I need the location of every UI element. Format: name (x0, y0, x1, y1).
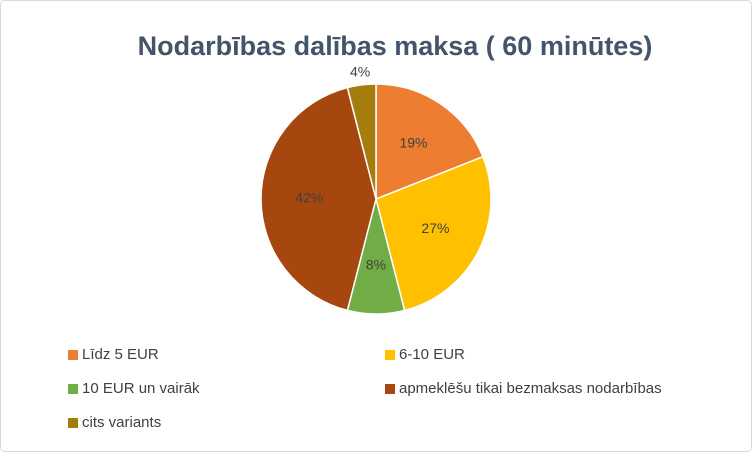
data-label: 8% (366, 256, 386, 272)
pie-slice (375, 155, 492, 312)
legend-swatch (385, 384, 395, 394)
data-label: 19% (399, 135, 427, 151)
legend-label: 6-10 EUR (399, 346, 465, 363)
pie-slice (375, 83, 484, 201)
legend-label: apmeklēšu tikai bezmaksas nodarbības (399, 380, 662, 397)
legend-label: 10 EUR un vairāk (82, 380, 200, 397)
legend-swatch (385, 350, 395, 360)
legend-label: cits variants (82, 414, 161, 431)
data-label: 27% (421, 220, 449, 236)
legend-swatch (68, 350, 78, 360)
legend-label: Līdz 5 EUR (82, 346, 159, 363)
pie-slice (346, 83, 377, 200)
legend-swatch (68, 384, 78, 394)
chart-title: Nodarbības dalības maksa ( 60 minūtes) (138, 31, 653, 61)
data-label: 4% (350, 64, 370, 80)
data-label: 42% (295, 190, 323, 206)
pie-slice (260, 86, 377, 312)
legend-swatch (68, 418, 78, 428)
